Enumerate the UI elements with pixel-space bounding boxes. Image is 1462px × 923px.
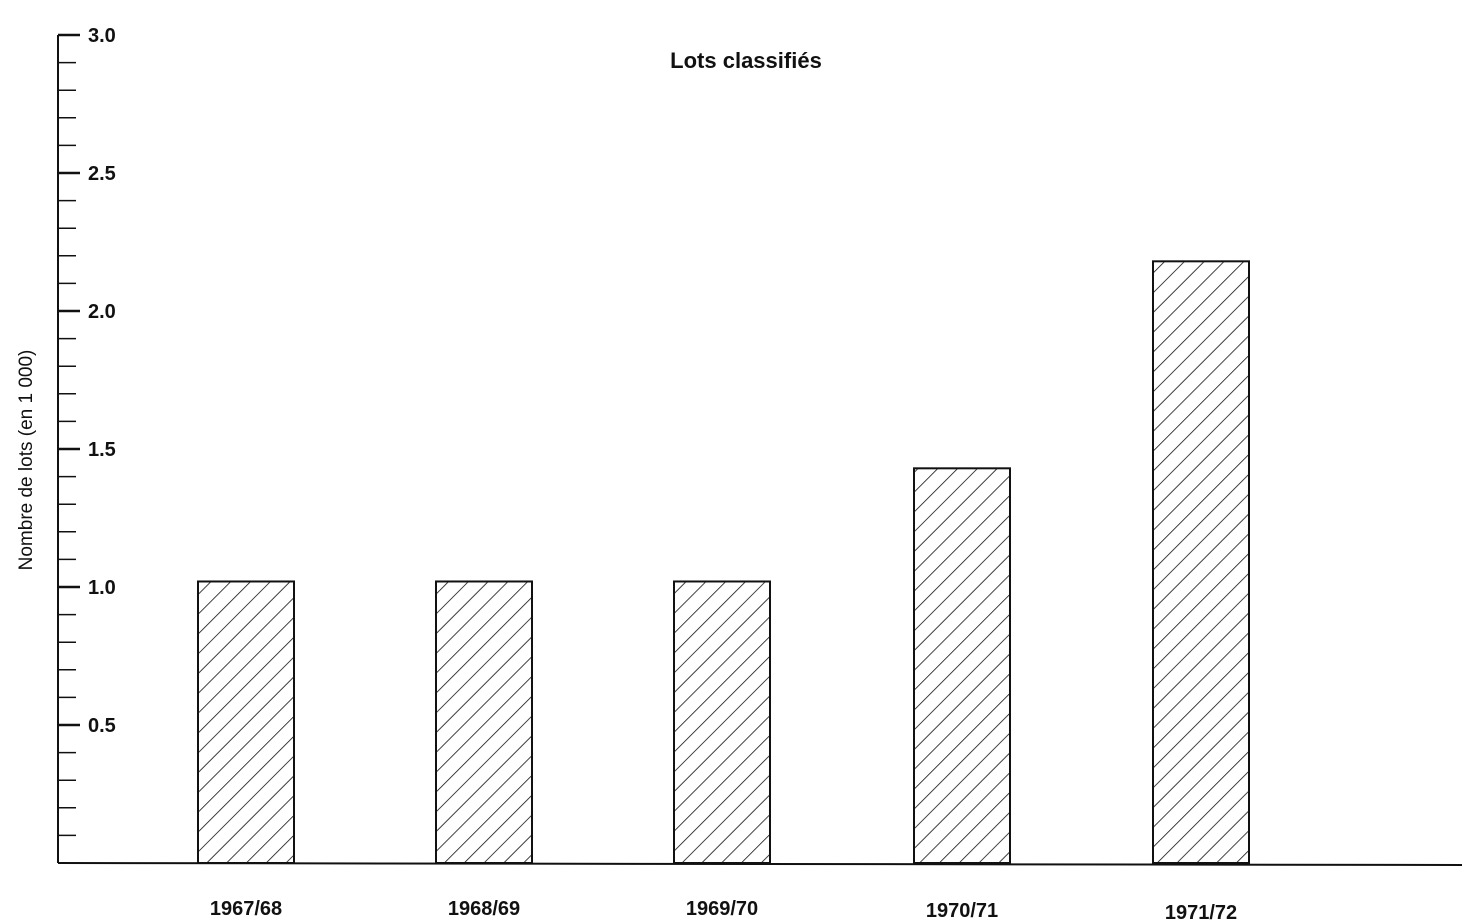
x-tick-label: 1969/70 [686,898,758,920]
x-tick-labels: 1967/68 1968/69 1969/70 1970/71 1971/72 [210,898,1237,923]
y-axis-label: Nombre de lots (en 1 000) [16,350,37,571]
bar-1968-69 [435,580,533,864]
bar-1969-70 [673,580,771,864]
y-tick-label: 2.5 [88,163,116,185]
chart-title: Lots classifiés [670,48,822,73]
y-tick-label: 0.5 [88,715,116,737]
bar-1971-72 [1152,260,1250,864]
bars [197,260,1250,864]
y-tick-label: 2.0 [88,301,116,323]
x-tick-label: 1967/68 [210,898,282,920]
x-tick-label: 1968/69 [448,898,520,920]
y-axis: 0.5 1.0 1.5 2.0 2.5 3.0 [57,25,116,863]
y-tick-label: 3.0 [88,25,116,47]
x-tick-label: 1971/72 [1165,902,1237,923]
x-tick-label: 1970/71 [926,900,998,922]
bar-1967-68 [197,580,295,864]
y-tick-label: 1.0 [88,577,116,599]
y-tick-label: 1.5 [88,439,116,461]
bar-1970-71 [913,467,1011,864]
